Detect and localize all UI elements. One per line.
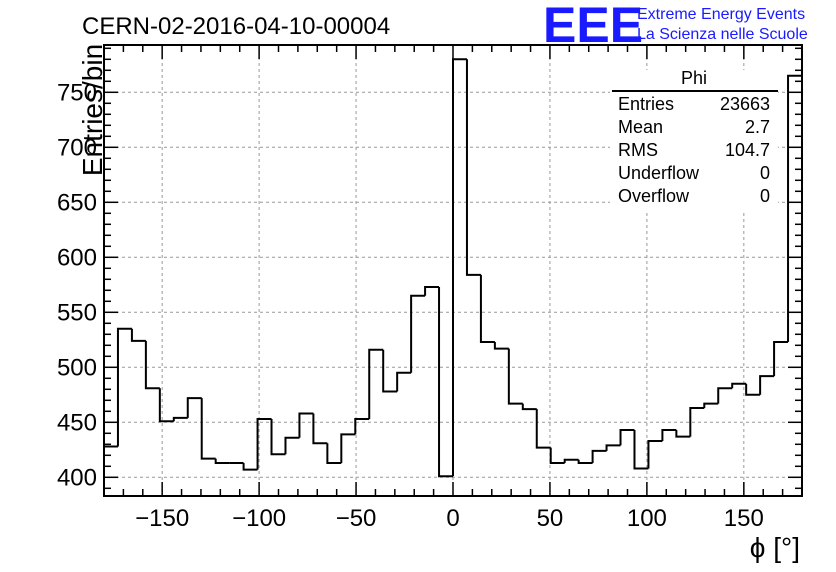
histogram-bin (200, 398, 216, 460)
y-tick-label: 650 (57, 189, 97, 216)
histogram-bin (144, 340, 160, 390)
y-tick-label: 400 (57, 464, 97, 491)
histogram-bin (242, 463, 258, 471)
histogram-bin (382, 349, 398, 393)
histogram-bin (116, 327, 132, 447)
histogram-bin (731, 382, 747, 389)
histogram-bin (521, 403, 537, 411)
histogram-bin (717, 387, 733, 404)
stats-row-value: 0 (760, 186, 770, 206)
stats-row-label: Overflow (618, 186, 690, 206)
histogram-bin (172, 416, 188, 422)
histogram-bins (103, 58, 803, 496)
histogram-bin (158, 388, 174, 423)
histogram-bin (186, 397, 202, 418)
histogram-bin (647, 440, 663, 469)
x-tick-label: −150 (135, 505, 189, 532)
histogram-bin (577, 459, 593, 464)
histogram-bin (773, 341, 789, 377)
stats-row-label: Entries (618, 94, 674, 114)
histogram-bin (745, 383, 761, 396)
histogram-bin (396, 371, 412, 392)
eee-logo: EEE Extreme Energy Events La Scienza nel… (543, 0, 808, 53)
histogram-bin (465, 59, 481, 276)
y-tick-label: 500 (57, 354, 97, 381)
stats-row-value: 0 (760, 163, 770, 183)
histogram-bin (633, 430, 649, 470)
histogram-bin (270, 419, 286, 456)
y-tick-label: 750 (57, 79, 97, 106)
histogram-bin (368, 348, 384, 419)
histogram-bin (284, 436, 300, 455)
histogram-bin (424, 286, 440, 296)
histogram-bin (340, 433, 356, 463)
y-tick-label: 550 (57, 299, 97, 326)
histogram-bin (298, 412, 314, 438)
stats-row-label: Mean (618, 117, 663, 137)
y-tick-label: 600 (57, 244, 97, 271)
histogram-bin (507, 348, 523, 405)
histogram-bin (703, 402, 719, 408)
histogram-bin (591, 449, 607, 463)
chart-title: CERN-02-2016-04-10-00004 (82, 13, 390, 40)
x-axis: −150 −100 −50 0 50 100 150 (103, 45, 803, 532)
stats-box-name: Phi (681, 68, 707, 88)
stats-row-label: Underflow (618, 163, 700, 183)
histogram-bin (354, 418, 370, 435)
histogram-bin (605, 444, 621, 451)
histogram-bin (452, 58, 467, 477)
x-tick-label: 50 (537, 505, 564, 532)
stats-row-value: 2.7 (745, 117, 770, 137)
x-tick-label: 100 (627, 505, 667, 532)
stats-row-label: RMS (618, 140, 658, 160)
x-tick-label: 0 (446, 505, 459, 532)
x-tick-label: 150 (724, 505, 764, 532)
stats-box-bg (610, 70, 778, 210)
y-tick-label: 700 (57, 134, 97, 161)
histogram-bin (549, 447, 565, 464)
stats-row-value: 104.7 (725, 140, 770, 160)
histogram-bin (130, 328, 146, 342)
y-axis-label: Entries/bin (77, 44, 108, 176)
y-axis: 400 450 500 550 600 650 700 750 (57, 47, 802, 491)
histogram-bin (661, 429, 677, 441)
logo-line-1: Extreme Energy Events (637, 6, 805, 23)
histogram-bin (438, 287, 453, 478)
histogram-bin (619, 429, 635, 446)
x-axis-label: ϕ [°] (750, 532, 800, 563)
x-tick-label: −100 (232, 505, 286, 532)
histogram-bin (535, 409, 551, 449)
histogram-bin (214, 458, 230, 464)
histogram-bin (563, 458, 579, 463)
histogram-bin (312, 413, 328, 445)
stats-row-value: 23663 (720, 94, 770, 114)
histogram-bin (675, 430, 691, 438)
x-tick-label: −50 (336, 505, 377, 532)
histogram-bin (493, 342, 509, 350)
stats-box: Phi Entries 23663 Mean 2.7 RMS 104.7 Underflow… (610, 68, 778, 210)
histogram-bin (256, 418, 272, 470)
histogram-bin (410, 294, 426, 373)
histogram-bin (479, 274, 495, 343)
logo-line-2: La Scienza nelle Scuole (637, 26, 808, 43)
histogram-bin (759, 375, 775, 395)
histogram-bin (689, 407, 705, 437)
y-tick-label: 450 (57, 409, 97, 436)
histogram-bin (326, 443, 342, 464)
